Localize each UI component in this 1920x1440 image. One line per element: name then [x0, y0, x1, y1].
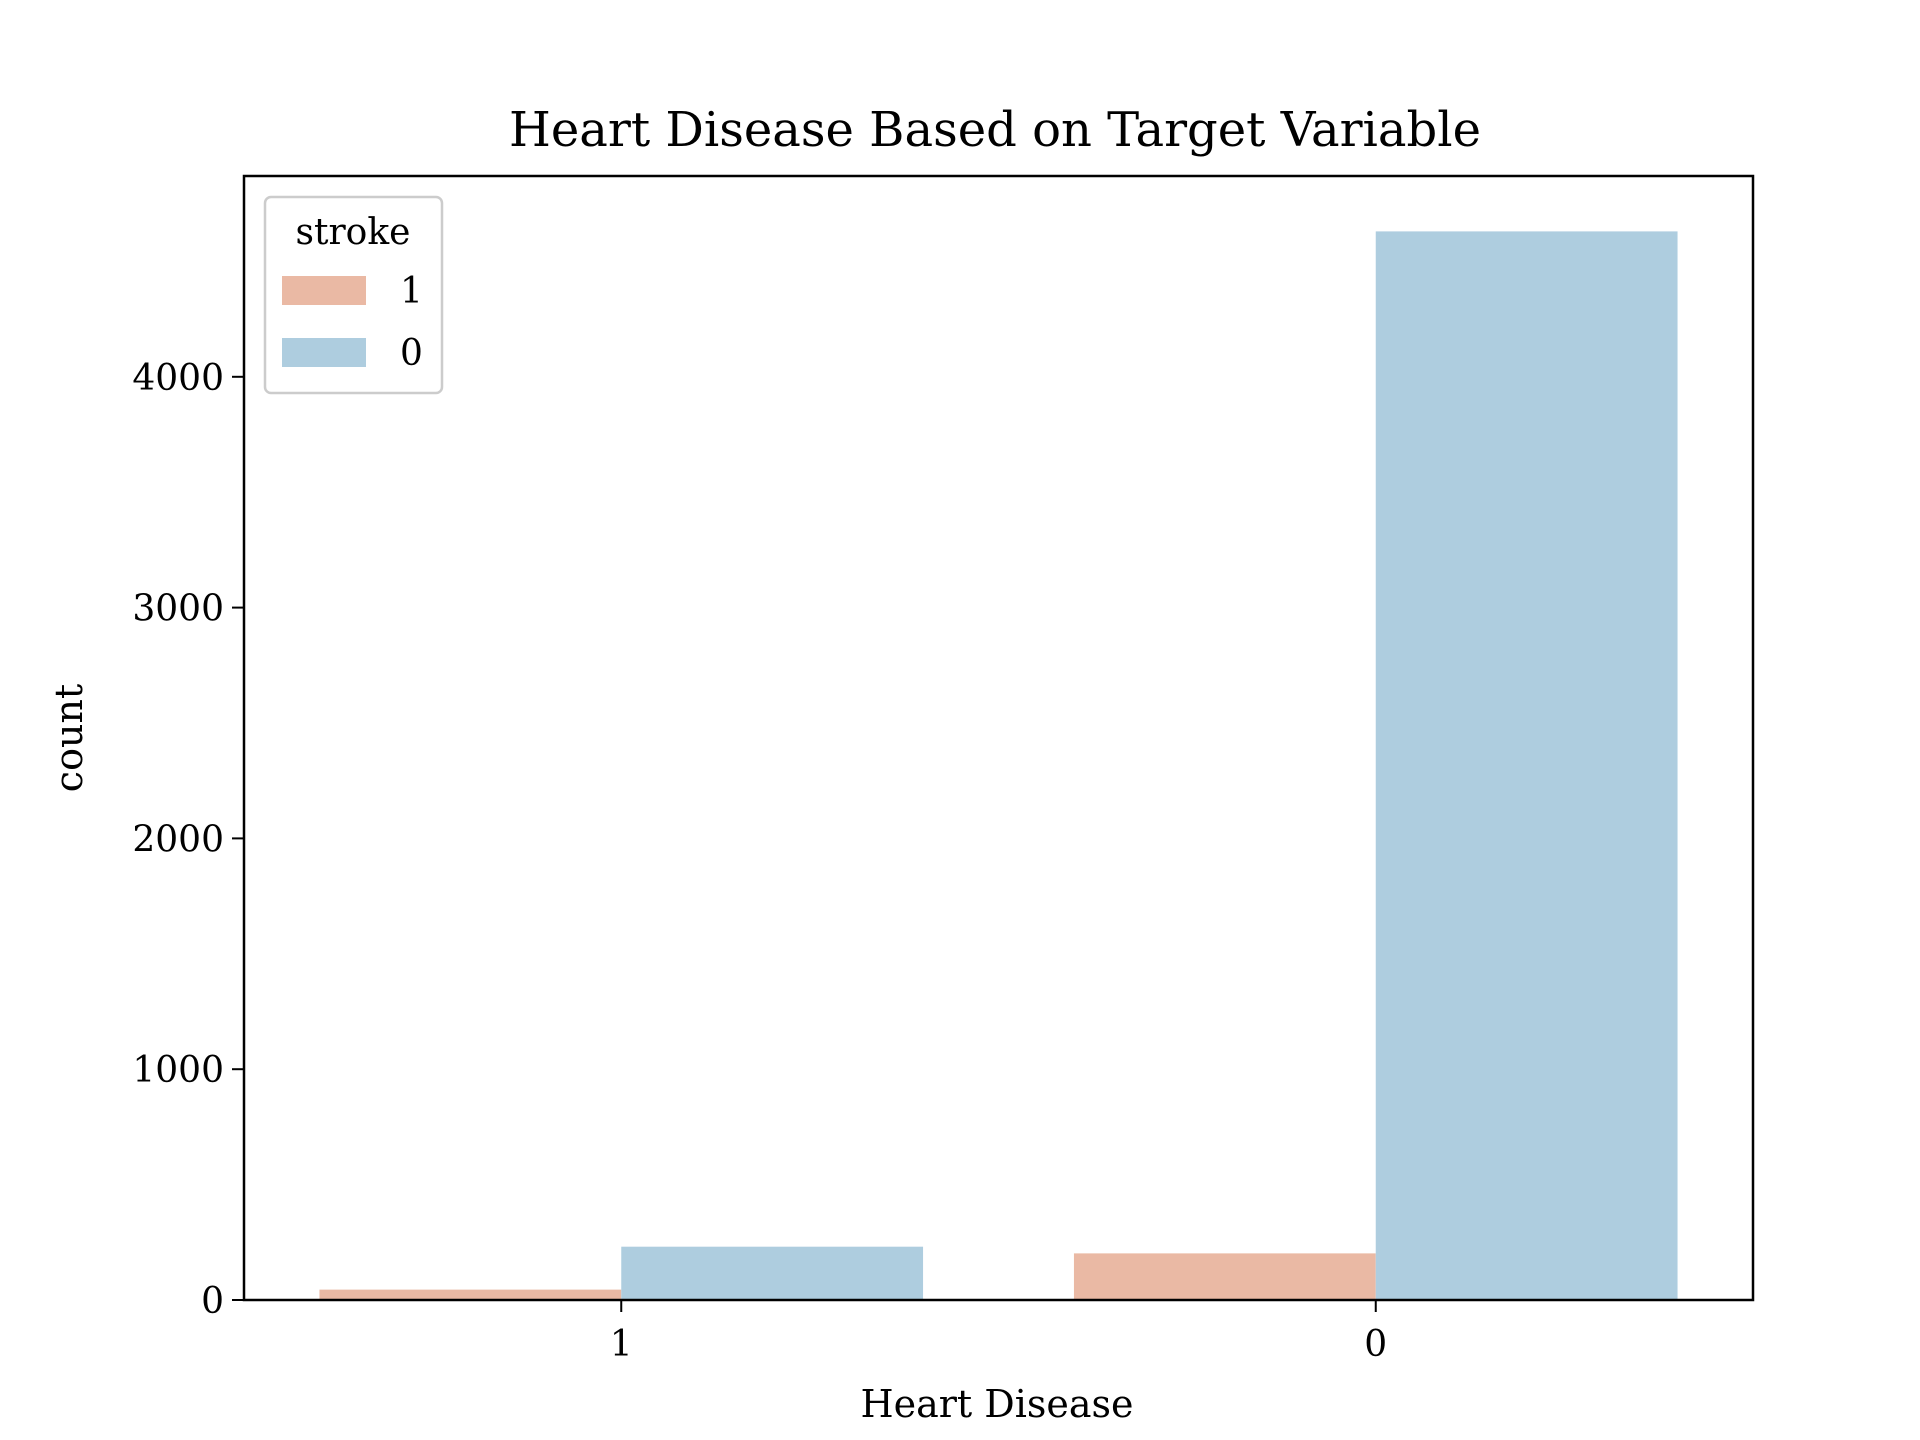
legend-swatch-stroke-0: [282, 338, 366, 367]
legend-label-stroke-0: 0: [400, 333, 423, 374]
chart-title: Heart Disease Based on Target Variable: [509, 102, 1481, 158]
x-axis-label: Heart Disease: [860, 1382, 1133, 1426]
bar-heart-0-stroke-0: [1375, 231, 1678, 1300]
ticks-layer: 0 1000 2000 3000 4000 1 0: [132, 358, 1387, 1365]
x-tick-label: 1: [610, 1324, 633, 1365]
y-tick-label: 1000: [132, 1050, 224, 1091]
legend-swatch-stroke-1: [282, 276, 366, 305]
x-tick-label: 0: [1364, 1324, 1387, 1365]
plot-frame: [242, 174, 1755, 1302]
y-tick-label: 4000: [132, 358, 224, 399]
bar-heart-1-stroke-0: [621, 1246, 924, 1300]
y-tick-label: 0: [201, 1281, 224, 1322]
legend-label-stroke-1: 1: [400, 271, 423, 312]
y-axis-label: count: [47, 684, 91, 792]
bar-heart-1-stroke-1: [319, 1289, 622, 1300]
legend-title: stroke: [296, 212, 411, 253]
y-tick-label: 3000: [132, 589, 224, 630]
y-tick-label: 2000: [132, 819, 224, 860]
bar-heart-0-stroke-1: [1073, 1253, 1376, 1300]
legend: stroke 1 0: [263, 195, 444, 395]
bars-layer: [319, 231, 1678, 1300]
